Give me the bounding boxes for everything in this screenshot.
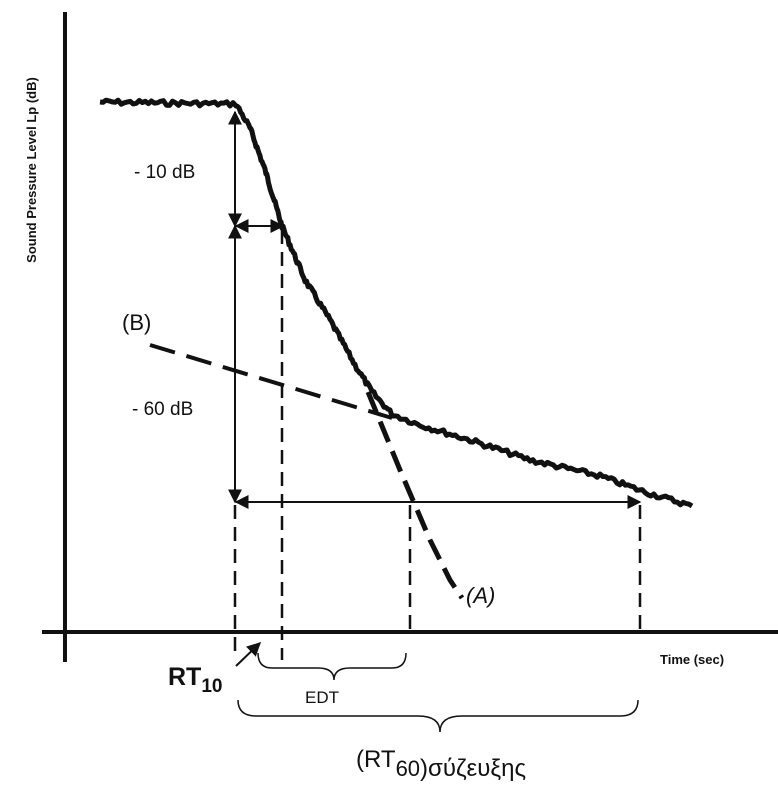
rt10-pointer-arrow <box>235 642 262 667</box>
x-axis-title: Time (sec) <box>660 652 724 667</box>
edt-label: EDT <box>305 688 339 707</box>
y-axis-title: Sound Pressure Level Lp (dB) <box>24 77 39 263</box>
rt60-label: (RT60)σύζευξης <box>356 746 526 782</box>
curve-a-label: (A) <box>466 583 495 608</box>
rt10-label: RT10 <box>168 663 222 697</box>
edt-brace <box>257 652 407 681</box>
minus-10-db-label: - 10 dB <box>134 162 195 183</box>
curve-b-line <box>149 343 393 420</box>
rt60-brace <box>237 699 639 733</box>
decay-curve <box>99 97 694 509</box>
curve-a-extrapolation <box>365 391 465 600</box>
curve-b-label: (B) <box>122 310 151 335</box>
minus-60-db-label: - 60 dB <box>132 399 193 420</box>
